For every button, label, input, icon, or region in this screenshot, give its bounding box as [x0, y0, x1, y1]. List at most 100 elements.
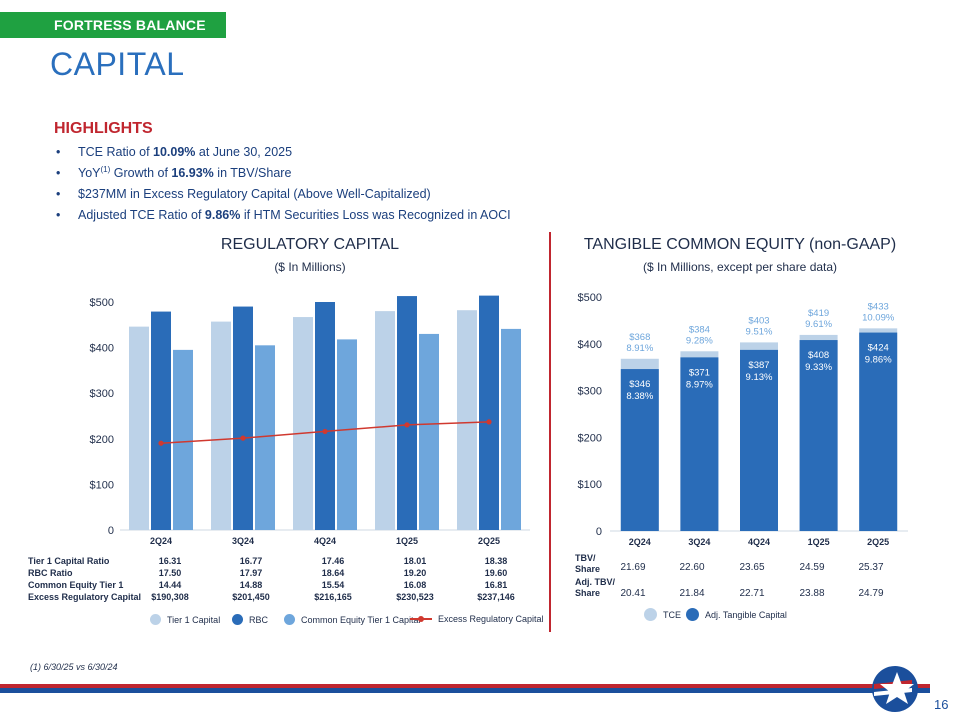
legend-label-excess: Excess Regulatory Capital: [438, 614, 544, 624]
rbc-swatch: [232, 614, 243, 625]
x-tick-label: 2Q24: [150, 536, 172, 546]
tbv-cell: 22.71: [739, 588, 765, 599]
cet1-bar: [255, 345, 275, 530]
highlight-text: Growth of: [110, 166, 172, 180]
table-row-label: Excess Regulatory Capital: [28, 592, 142, 602]
highlight-text: Adjusted TCE Ratio of: [78, 208, 205, 222]
section-tag: FORTRESS BALANCE SHEET: [0, 12, 226, 59]
tbv-cell: 22.60: [679, 562, 705, 573]
highlight-text: YoY: [78, 166, 101, 180]
table-cell: 16.81: [484, 580, 508, 590]
excess-capital-point: [240, 435, 246, 441]
table-cell: 14.44: [158, 580, 182, 590]
tbv-cell: 21.69: [620, 562, 646, 573]
legend-excess: Excess Regulatory Capital: [410, 614, 544, 624]
adj-ratio-label: 8.38%: [626, 391, 653, 402]
x-tick-label: 2Q25: [867, 537, 889, 547]
tce-ratio-label: 9.61%: [805, 319, 832, 330]
highlight-text: $237MM in Excess Regulatory Capital (Abo…: [78, 187, 431, 201]
x-tick-label: 2Q25: [478, 536, 500, 546]
tce-ratio-label: 9.51%: [746, 326, 773, 337]
table-cell: $230,523: [396, 592, 434, 602]
cet1-bar: [173, 349, 193, 530]
rbc-bar: [233, 306, 253, 530]
table-cell: 14.88: [239, 580, 263, 590]
rbc-bar: [151, 311, 171, 530]
legend-label-tier1: Tier 1 Capital: [167, 614, 221, 625]
adj-tangible-capital-bar: [740, 349, 778, 531]
table-row-label: Common Equity Tier 1: [28, 580, 124, 590]
section-divider: [549, 232, 551, 632]
y-tick-label: $200: [578, 432, 602, 444]
tier1-swatch: [150, 614, 161, 625]
excess-capital-point: [322, 428, 328, 435]
excess-line-swatch: [410, 614, 432, 624]
legend-adj: Adj. Tangible Capital: [686, 608, 787, 621]
y-tick-label: $100: [90, 479, 114, 491]
highlight-text: if HTM Securities Loss was Recognized in…: [240, 208, 511, 222]
rbc-bar: [479, 295, 499, 530]
tbv-cell: 24.79: [858, 588, 884, 599]
rbc-bar: [397, 296, 417, 530]
table-cell: 16.08: [403, 580, 427, 590]
adj-ratio-label: 8.97%: [686, 379, 713, 390]
y-tick-label: $500: [90, 297, 114, 309]
legend-tce: TCE: [644, 608, 681, 621]
tce-swatch: [644, 608, 657, 621]
footer-blue-stripe: [0, 688, 930, 693]
tbv-cell: 23.65: [739, 562, 765, 573]
tce-ratio-label: 9.28%: [686, 335, 713, 346]
highlight-figure: 9.86%: [204, 208, 241, 222]
x-tick-label: 3Q24: [232, 536, 254, 546]
table-cell: 16.77: [239, 556, 263, 566]
y-tick-label: $400: [90, 343, 114, 355]
highlight-item: $237MM in Excess Regulatory Capital (Abo…: [56, 184, 511, 205]
tier1-bar: [293, 317, 313, 530]
tce-value-label: $433: [868, 301, 889, 312]
y-tick-label: $200: [90, 434, 114, 446]
x-tick-label: 2Q24: [629, 537, 651, 547]
tbv-cell: 20.41: [620, 588, 646, 599]
x-tick-label: 4Q24: [748, 537, 770, 547]
regulatory-chart-subtitle: ($ In Millions): [274, 260, 346, 274]
adj-value-label: $424: [868, 343, 889, 354]
table-cell: 17.50: [158, 568, 182, 578]
legend-tier1: Tier 1 Capital: [150, 614, 220, 625]
tbv-row-label: Adj. TBV/Share: [575, 577, 615, 598]
legend-label-tce: TCE: [663, 609, 681, 620]
y-tick-label: 0: [108, 525, 114, 537]
y-tick-label: 0: [596, 526, 602, 538]
highlight-text: at June 30, 2025: [195, 145, 293, 159]
tier1-bar: [457, 310, 477, 530]
y-tick-label: $100: [578, 479, 602, 491]
table-cell: $237,146: [477, 592, 515, 602]
highlight-item: Adjusted TCE Ratio of 9.86% if HTM Secur…: [56, 205, 511, 226]
adj-value-label: $408: [808, 350, 829, 361]
table-cell: 18.64: [321, 568, 345, 578]
highlight-text: in TBV/Share: [213, 166, 292, 180]
tce-value-label: $384: [689, 324, 710, 335]
legend-label-rbc: RBC: [249, 614, 269, 625]
highlights-heading: HIGHLIGHTS: [54, 120, 153, 137]
excess-capital-point: [486, 419, 492, 425]
y-tick-label: $400: [578, 339, 602, 351]
highlight-footnote-ref: (1): [100, 165, 111, 174]
tbv-row-label: TBV/Share: [575, 553, 601, 574]
table-cell: 17.97: [239, 568, 263, 578]
table-row-label: Tier 1 Capital Ratio: [28, 556, 110, 566]
tce-ratio-label: 8.91%: [626, 343, 653, 354]
table-cell: 16.31: [158, 556, 182, 566]
tbv-cell: 24.59: [799, 562, 825, 573]
table-cell: 19.60: [484, 568, 508, 578]
adj-tangible-capital-bar: [859, 332, 898, 531]
cet1-bar: [501, 328, 521, 530]
footnote: (1) 6/30/25 vs 6/30/24: [30, 662, 118, 672]
table-cell: $216,165: [314, 592, 352, 602]
page-title: CAPITAL: [50, 46, 185, 82]
x-tick-label: 4Q24: [314, 536, 336, 546]
y-tick-label: $300: [90, 388, 114, 400]
table-cell: 18.01: [403, 556, 427, 566]
excess-capital-point: [158, 440, 164, 446]
tce-ratio-label: 10.09%: [862, 312, 895, 323]
